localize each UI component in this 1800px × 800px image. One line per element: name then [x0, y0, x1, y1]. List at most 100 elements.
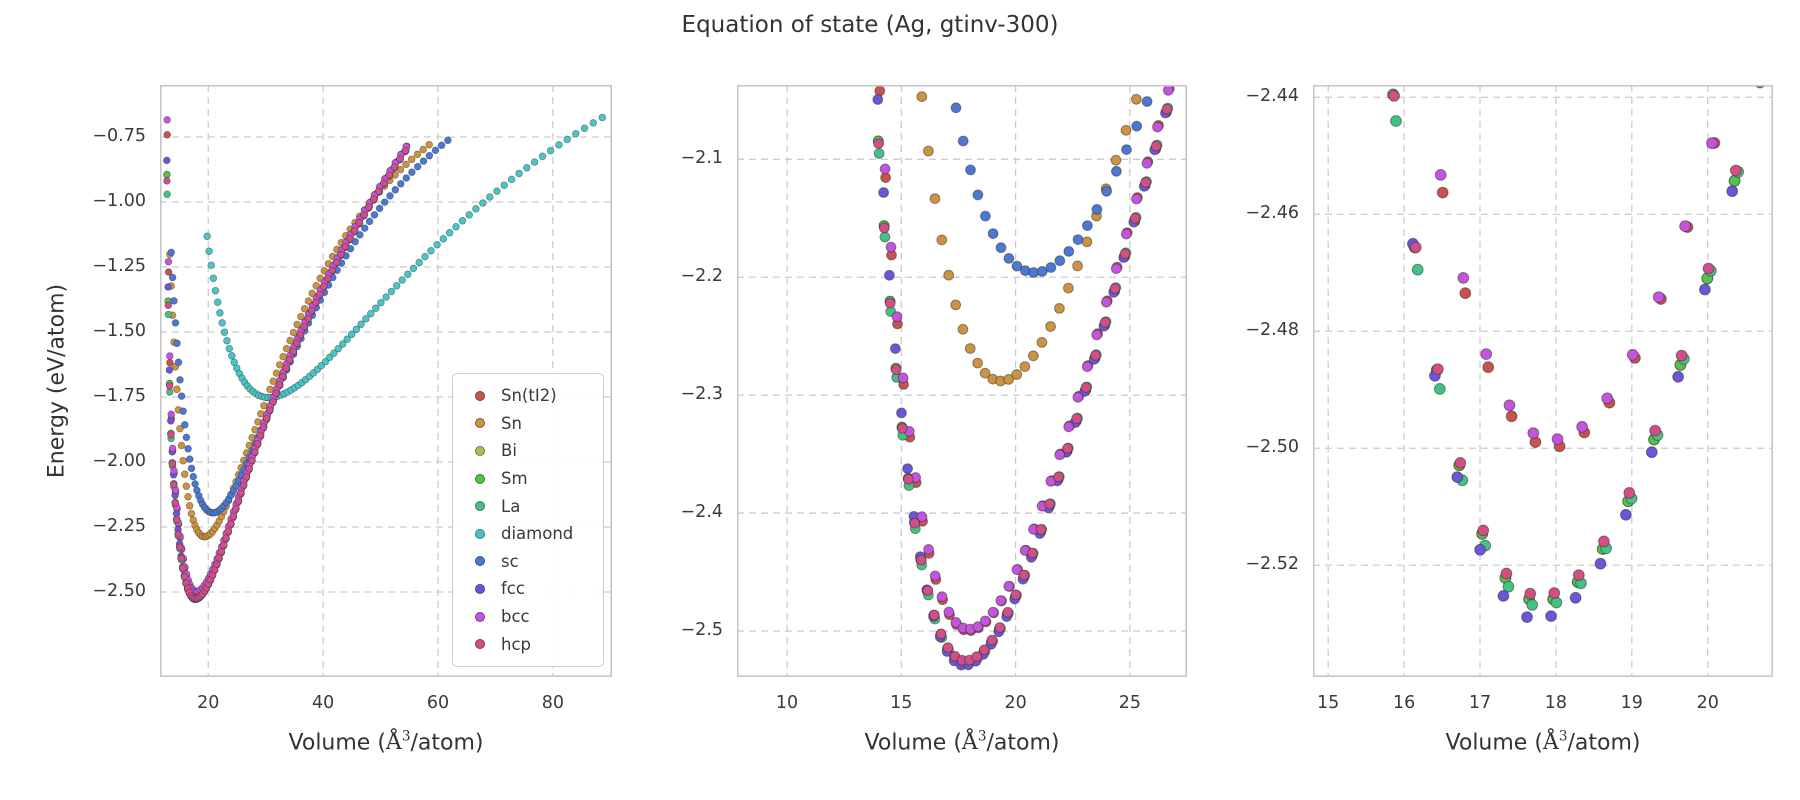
data-point	[166, 352, 174, 360]
data-point	[1480, 348, 1493, 361]
data-point	[972, 189, 984, 201]
series-sc	[167, 136, 452, 517]
data-point	[1161, 103, 1173, 115]
y-tick-label: −1.25	[92, 255, 146, 276]
legend-item: La	[453, 493, 603, 519]
series-hcp	[163, 146, 410, 603]
data-point	[465, 211, 473, 219]
data-point	[452, 223, 460, 231]
data-point	[1502, 580, 1515, 593]
data-point	[380, 198, 389, 206]
data-point	[163, 177, 171, 185]
data-point	[1071, 413, 1083, 425]
x-tick-label: 25	[1118, 693, 1141, 713]
data-point	[1388, 89, 1400, 102]
legend-marker-icon	[475, 583, 485, 594]
data-point	[262, 414, 271, 423]
legend-marker-icon	[475, 390, 485, 401]
data-point	[413, 162, 422, 171]
data-point	[185, 502, 194, 510]
data-point	[328, 266, 336, 275]
data-point	[276, 361, 284, 369]
data-point	[1626, 348, 1639, 361]
data-point	[164, 310, 173, 319]
data-point	[189, 472, 198, 481]
series-Sn	[916, 91, 1142, 387]
legend-marker-icon	[475, 501, 485, 512]
data-point	[171, 319, 180, 327]
data-point	[1569, 591, 1582, 604]
legend-marker-icon	[475, 445, 485, 456]
y-tick-label: −1.00	[92, 190, 146, 211]
data-point	[1072, 260, 1084, 272]
data-point	[293, 339, 301, 347]
data-point	[167, 431, 175, 439]
data-point	[1121, 144, 1132, 155]
data-point	[1548, 587, 1561, 599]
data-point	[352, 325, 361, 334]
data-point	[1675, 349, 1688, 362]
data-point	[1036, 337, 1048, 348]
data-point	[878, 222, 890, 234]
data-point	[245, 464, 253, 473]
x-tick-label: 19	[1620, 693, 1643, 713]
data-point	[304, 314, 312, 323]
data-point	[223, 336, 231, 345]
data-point	[350, 227, 359, 235]
data-point	[382, 293, 390, 301]
data-point	[402, 160, 410, 169]
data-point	[1003, 253, 1015, 264]
data-point	[1003, 374, 1015, 385]
data-point	[242, 473, 251, 481]
data-point	[179, 456, 187, 465]
data-point	[164, 301, 173, 310]
data-point	[338, 340, 347, 348]
data-point	[163, 170, 171, 179]
data-point	[1045, 321, 1057, 332]
data-point	[580, 124, 589, 133]
data-point	[433, 240, 441, 249]
data-point	[170, 467, 178, 475]
data-point	[902, 463, 914, 475]
data-point	[1080, 382, 1092, 393]
legend-item: Bi	[453, 438, 603, 464]
data-point	[425, 151, 434, 160]
data-point	[916, 91, 928, 103]
data-point	[385, 171, 393, 179]
data-point	[445, 229, 454, 237]
data-point	[923, 544, 935, 555]
y-tick-label: −2.50	[92, 580, 146, 601]
data-point	[377, 298, 385, 307]
data-point	[1120, 124, 1132, 136]
x-tick-label: 40	[311, 693, 335, 713]
x-tick-label: 20	[1696, 693, 1719, 713]
data-point	[1649, 424, 1662, 437]
data-point	[994, 622, 1006, 633]
data-point	[365, 203, 373, 211]
data-point	[1436, 186, 1449, 199]
y-tick-label: −2.3	[680, 384, 724, 405]
data-point	[1045, 262, 1057, 273]
data-point	[987, 228, 999, 240]
data-point	[1110, 154, 1122, 166]
data-point	[1010, 589, 1022, 601]
y-tick-label: −2.25	[92, 515, 146, 536]
data-point	[163, 131, 171, 139]
data-point	[217, 547, 226, 556]
legend-item: sc	[453, 548, 603, 574]
data-point	[1011, 564, 1023, 575]
data-point	[1091, 329, 1103, 341]
data-point	[1003, 580, 1015, 592]
data-point	[530, 158, 539, 166]
y-tick-label: −2.48	[1245, 320, 1299, 341]
data-point	[885, 241, 897, 253]
data-point	[879, 163, 891, 175]
data-point	[1120, 228, 1132, 240]
data-point	[1431, 363, 1444, 376]
data-point	[387, 287, 396, 296]
data-point	[370, 211, 379, 219]
data-point	[279, 352, 287, 361]
data-point	[367, 309, 375, 318]
data-point	[1054, 255, 1066, 267]
data-point	[357, 320, 365, 328]
